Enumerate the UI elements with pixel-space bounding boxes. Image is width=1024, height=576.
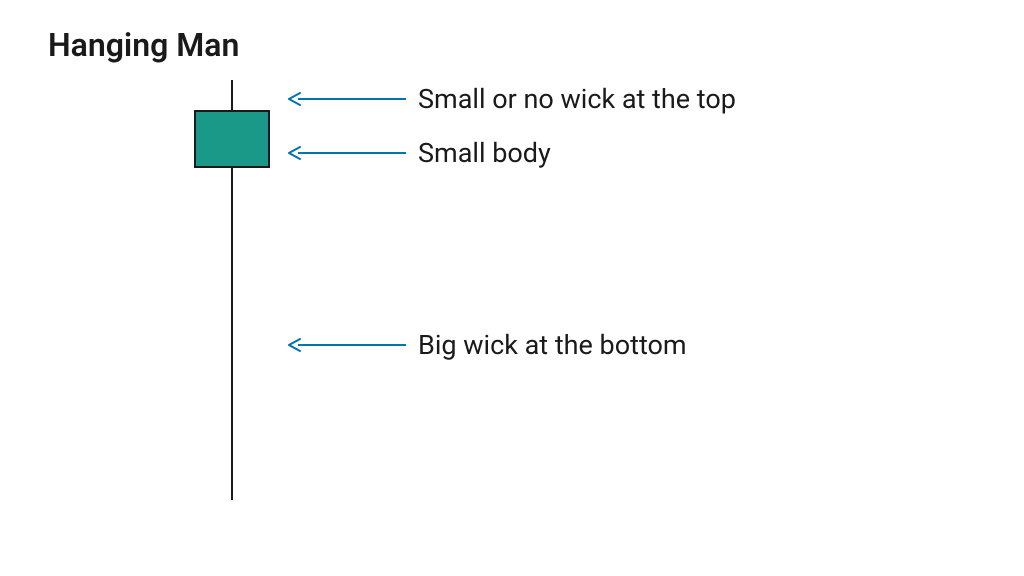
candle-body bbox=[194, 110, 270, 168]
annotation-top-wick: Small or no wick at the top bbox=[288, 83, 736, 115]
annotation-label: Small body bbox=[418, 137, 551, 169]
diagram-title: Hanging Man bbox=[48, 26, 239, 64]
arrow-left-icon bbox=[288, 89, 406, 109]
annotation-label: Small or no wick at the top bbox=[418, 83, 736, 115]
annotation-label: Big wick at the bottom bbox=[418, 329, 687, 361]
top-wick bbox=[231, 80, 234, 110]
arrow-left-icon bbox=[288, 143, 406, 163]
annotation-body: Small body bbox=[288, 137, 551, 169]
arrow-left-icon bbox=[288, 335, 406, 355]
bottom-wick bbox=[231, 168, 234, 500]
annotation-bottom-wick: Big wick at the bottom bbox=[288, 329, 687, 361]
